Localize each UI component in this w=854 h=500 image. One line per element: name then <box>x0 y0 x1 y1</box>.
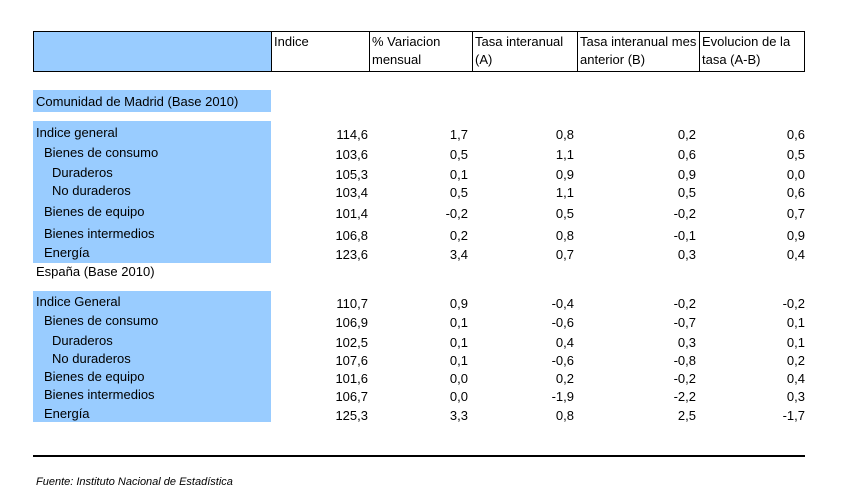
table-cell: 0,4 <box>555 335 574 350</box>
table-cell: -0,2 <box>782 296 805 311</box>
table-cell: -0,2 <box>673 296 696 311</box>
table-cell: 0,5 <box>555 206 574 221</box>
table-cell: -0,1 <box>673 228 696 243</box>
table-cell: 3,3 <box>449 408 468 423</box>
table-cell: 0,7 <box>555 247 574 262</box>
table-cell: 0,7 <box>786 206 805 221</box>
table-cell: 0,3 <box>786 389 805 404</box>
source-note: Fuente: Instituto Nacional de Estadístic… <box>36 476 233 488</box>
table-cell: 0,8 <box>555 127 574 142</box>
table-cell: 110,7 <box>336 296 368 311</box>
row-label: Indice General <box>36 294 121 309</box>
table-cell: 105,3 <box>335 167 368 182</box>
row-label: No duraderos <box>52 351 131 366</box>
table-cell: 123,6 <box>335 247 368 262</box>
table-cell: 0,6 <box>677 147 696 162</box>
table-cell: -1,9 <box>551 389 574 404</box>
table-cell: 0,0 <box>786 167 805 182</box>
table-cell: 0,5 <box>449 185 468 200</box>
table-cell: 0,4 <box>786 371 805 386</box>
table-cell: 0,0 <box>449 371 468 386</box>
table-cell: 101,4 <box>335 206 368 221</box>
row-label: Bienes de consumo <box>44 145 159 160</box>
table-cell: 0,1 <box>449 315 468 330</box>
table-cell: 0,9 <box>786 228 805 243</box>
section-title: Comunidad de Madrid (Base 2010) <box>36 94 239 109</box>
table-cell: -0,7 <box>673 315 696 330</box>
table-cell: 3,4 <box>449 247 468 262</box>
table-cell: 2,5 <box>677 408 696 423</box>
table-cell: 0,2 <box>555 371 574 386</box>
table-cell: 0,9 <box>677 167 696 182</box>
table-cell: -0,6 <box>551 353 574 368</box>
section-rows-background <box>33 121 271 263</box>
table-cell: -0,2 <box>673 206 696 221</box>
table-header: Indice % Variacion mensual Tasa interanu… <box>33 31 805 72</box>
table-cell: 114,6 <box>336 127 368 142</box>
row-label: Bienes de consumo <box>44 313 159 328</box>
header-indice: Indice <box>271 32 369 71</box>
table-cell: -1,7 <box>782 408 805 423</box>
header-variacion-mensual: % Variacion mensual <box>369 32 472 71</box>
table-cell: -2,2 <box>673 389 696 404</box>
table-cell: 0,1 <box>449 167 468 182</box>
header-tasa-mes-anterior: Tasa interanual mes anterior (B) <box>577 32 699 71</box>
table-cell: 0,3 <box>677 247 696 262</box>
section-title-background <box>33 90 271 112</box>
table-cell: -0,2 <box>673 371 696 386</box>
row-label: No duraderos <box>52 183 131 198</box>
header-label-column <box>34 32 271 71</box>
table-cell: 0,5 <box>786 147 805 162</box>
row-label: Energía <box>44 406 90 421</box>
table-cell: 0,0 <box>449 389 468 404</box>
table-cell: -0,6 <box>551 315 574 330</box>
row-label: Duraderos <box>52 333 113 348</box>
row-label: Bienes intermedios <box>44 226 155 241</box>
row-label: Energía <box>44 245 90 260</box>
row-label: Bienes intermedios <box>44 387 155 402</box>
section-title: España (Base 2010) <box>36 264 155 279</box>
table-cell: 0,5 <box>449 147 468 162</box>
table-cell: 103,4 <box>335 185 368 200</box>
table-cell: -0,8 <box>673 353 696 368</box>
header-evolucion-tasa: Evolucion de la tasa (A-B) <box>699 32 804 71</box>
table-cell: 102,5 <box>335 335 368 350</box>
table-cell: 0,1 <box>449 353 468 368</box>
table-cell: 0,2 <box>786 353 805 368</box>
row-label: Bienes de equipo <box>44 369 145 384</box>
table-cell: 1,1 <box>555 147 574 162</box>
table-cell: 101,6 <box>335 371 368 386</box>
table-cell: 0,8 <box>555 228 574 243</box>
table-cell: 0,2 <box>449 228 468 243</box>
footer-rule <box>33 455 805 457</box>
table-cell: 106,7 <box>335 389 368 404</box>
row-label: Duraderos <box>52 165 113 180</box>
table-cell: 1,1 <box>555 185 574 200</box>
table-cell: -0,2 <box>445 206 468 221</box>
table-cell: 0,6 <box>786 127 805 142</box>
table-cell: 0,1 <box>786 335 805 350</box>
table-cell: 107,6 <box>335 353 368 368</box>
table-cell: 0,3 <box>677 335 696 350</box>
table-cell: 106,9 <box>335 315 368 330</box>
table-cell: 0,5 <box>677 185 696 200</box>
table-cell: 0,4 <box>786 247 805 262</box>
table-cell: -0,4 <box>551 296 574 311</box>
table-cell: 0,1 <box>786 315 805 330</box>
row-label: Indice general <box>36 125 118 140</box>
table-cell: 0,8 <box>555 408 574 423</box>
table-cell: 0,9 <box>449 296 468 311</box>
table-cell: 125,3 <box>335 408 368 423</box>
row-label: Bienes de equipo <box>44 204 145 219</box>
table-cell: 103,6 <box>335 147 368 162</box>
header-tasa-interanual: Tasa interanual (A) <box>472 32 577 71</box>
table-cell: 1,7 <box>449 127 468 142</box>
table-cell: 0,1 <box>449 335 468 350</box>
table-cell: 0,2 <box>677 127 696 142</box>
table-cell: 106,8 <box>335 228 368 243</box>
table-cell: 0,6 <box>786 185 805 200</box>
table-cell: 0,9 <box>555 167 574 182</box>
section-rows-background <box>33 291 271 422</box>
